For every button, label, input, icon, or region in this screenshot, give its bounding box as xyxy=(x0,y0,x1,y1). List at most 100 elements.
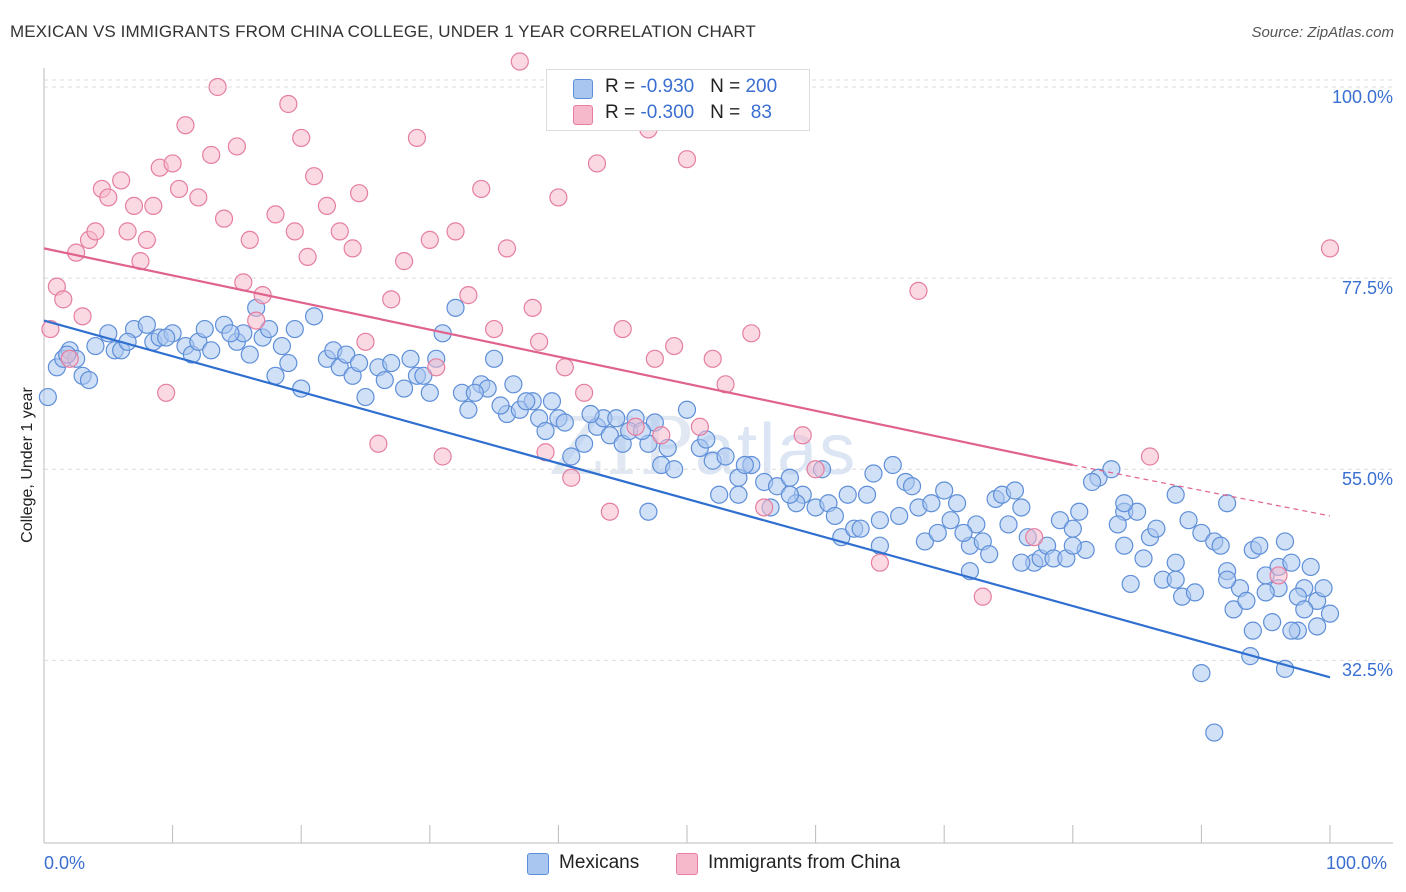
legend-n-label: N = xyxy=(710,102,746,123)
point-china-69 xyxy=(703,349,722,368)
point-china-83 xyxy=(157,383,176,402)
point-china-25 xyxy=(240,230,259,249)
point-mexicans-191 xyxy=(1166,553,1185,572)
point-mexicans-181 xyxy=(639,502,658,521)
point-mexicans-45 xyxy=(459,400,478,419)
point-mexicans-188 xyxy=(1115,494,1134,513)
point-mexicans-85 xyxy=(857,485,877,504)
y-tick-label-32-5: 32.5% xyxy=(1341,660,1393,680)
point-mexicans-201 xyxy=(1282,621,1301,640)
legend-row-mexicans: R = -0.930 N = 200 xyxy=(573,76,777,100)
point-china-62 xyxy=(626,417,645,436)
point-mexicans-68 xyxy=(677,400,697,419)
point-mexicans-182 xyxy=(729,485,748,504)
y-tick-label-55: 55.0% xyxy=(1341,469,1393,489)
point-mexicans-168 xyxy=(1134,549,1153,568)
point-china-71 xyxy=(742,324,761,343)
point-mexicans-183 xyxy=(780,485,799,504)
point-china-22 xyxy=(214,209,234,228)
point-mexicans-38 xyxy=(394,379,414,398)
point-china-41 xyxy=(394,252,414,271)
point-mexicans-61 xyxy=(607,409,626,428)
point-mexicans-93 xyxy=(941,511,960,530)
point-china-40 xyxy=(382,290,401,309)
point-china-30 xyxy=(285,222,304,241)
point-china-23 xyxy=(227,137,246,156)
point-china-29 xyxy=(279,94,298,114)
x-tick-label-max: 100.0% xyxy=(1326,853,1388,873)
point-mexicans-142 xyxy=(542,392,562,411)
point-mexicans-139 xyxy=(465,383,484,402)
point-mexicans-18 xyxy=(202,341,221,360)
point-mexicans-137 xyxy=(414,366,433,385)
point-mexicans-140 xyxy=(491,396,510,415)
point-china-18 xyxy=(176,116,195,135)
point-mexicans-158 xyxy=(954,523,973,543)
point-mexicans-111 xyxy=(1127,502,1147,521)
point-mexicans-57 xyxy=(575,434,594,453)
point-mexicans-171 xyxy=(1185,583,1205,602)
point-mexicans-87 xyxy=(883,455,902,475)
point-mexicans-91 xyxy=(922,494,941,513)
point-mexicans-166 xyxy=(1108,515,1127,534)
point-china-21 xyxy=(208,77,227,97)
point-mexicans-159 xyxy=(980,545,999,564)
legend-r-label: R = xyxy=(605,102,641,123)
point-mexicans-50 xyxy=(504,375,523,394)
chart-title: MEXICAN VS IMMIGRANTS FROM CHINA COLLEGE… xyxy=(10,22,756,41)
point-mexicans-187 xyxy=(1063,536,1082,555)
point-china-68 xyxy=(690,417,709,436)
point-mexicans-203 xyxy=(1308,617,1327,636)
point-china-38 xyxy=(356,332,375,351)
point-china-0 xyxy=(41,319,60,339)
point-china-3 xyxy=(67,243,86,262)
point-china-42 xyxy=(407,128,427,148)
legend-n-value-mexicans: 200 xyxy=(745,76,778,97)
point-china-45 xyxy=(433,447,452,466)
point-mexicans-132 xyxy=(221,324,240,343)
bottom-legend-swatch-mexicans xyxy=(527,853,549,875)
point-mexicans-29 xyxy=(304,307,324,326)
point-china-26 xyxy=(247,311,266,330)
point-mexicans-156 xyxy=(915,532,935,551)
point-china-46 xyxy=(446,222,465,241)
point-china-14 xyxy=(144,196,163,216)
y-tick-label-100: 100.0% xyxy=(1331,87,1393,107)
point-mexicans-67 xyxy=(665,460,684,479)
point-china-6 xyxy=(86,222,105,241)
point-mexicans-86 xyxy=(870,511,890,530)
point-mexicans-104 xyxy=(1050,511,1070,530)
point-china-17 xyxy=(169,179,189,199)
point-china-80 xyxy=(1269,566,1288,585)
trend-line-mexicans xyxy=(43,319,1331,679)
point-china-34 xyxy=(317,196,337,216)
point-mexicans-148 xyxy=(710,485,729,504)
point-mexicans-136 xyxy=(375,370,394,390)
point-china-76 xyxy=(909,281,928,300)
point-china-72 xyxy=(755,498,774,517)
point-mexicans-179 xyxy=(1301,557,1320,577)
point-mexicans-43 xyxy=(446,298,465,317)
point-mexicans-94 xyxy=(947,494,967,513)
legend-r-label: R = xyxy=(605,76,641,97)
point-china-59 xyxy=(587,154,607,173)
trend-line-china xyxy=(43,247,1074,467)
point-china-57 xyxy=(562,468,581,487)
point-mexicans-175 xyxy=(1250,536,1269,555)
point-mexicans-174 xyxy=(1237,591,1256,611)
point-mexicans-135 xyxy=(349,353,369,373)
point-china-16 xyxy=(163,154,182,173)
point-mexicans-114 xyxy=(1166,570,1185,589)
point-mexicans-37 xyxy=(382,353,401,373)
point-china-37 xyxy=(349,184,369,203)
source-label: Source: ZipAtlas.com xyxy=(1251,24,1394,41)
point-mexicans-192 xyxy=(1115,536,1134,555)
point-china-10 xyxy=(118,222,137,241)
point-china-19 xyxy=(189,188,208,207)
point-china-79 xyxy=(1140,447,1160,466)
point-mexicans-126 xyxy=(1320,604,1340,623)
point-mexicans-83 xyxy=(838,485,857,504)
bottom-legend-swatch-china xyxy=(676,853,698,875)
legend-swatch-mexicans xyxy=(573,79,593,99)
point-mexicans-76 xyxy=(767,477,787,496)
